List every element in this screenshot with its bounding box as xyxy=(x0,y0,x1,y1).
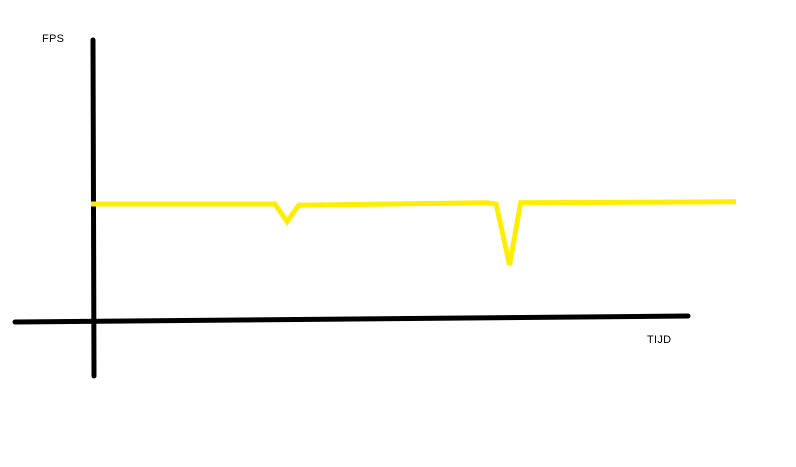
y-axis-line xyxy=(90,37,97,379)
series-line-1 xyxy=(91,199,737,266)
x-axis-line xyxy=(12,313,691,325)
y-axis-label: FPS xyxy=(42,33,65,45)
series-layer xyxy=(91,199,737,266)
x-axis-label: TIJD xyxy=(647,334,672,346)
